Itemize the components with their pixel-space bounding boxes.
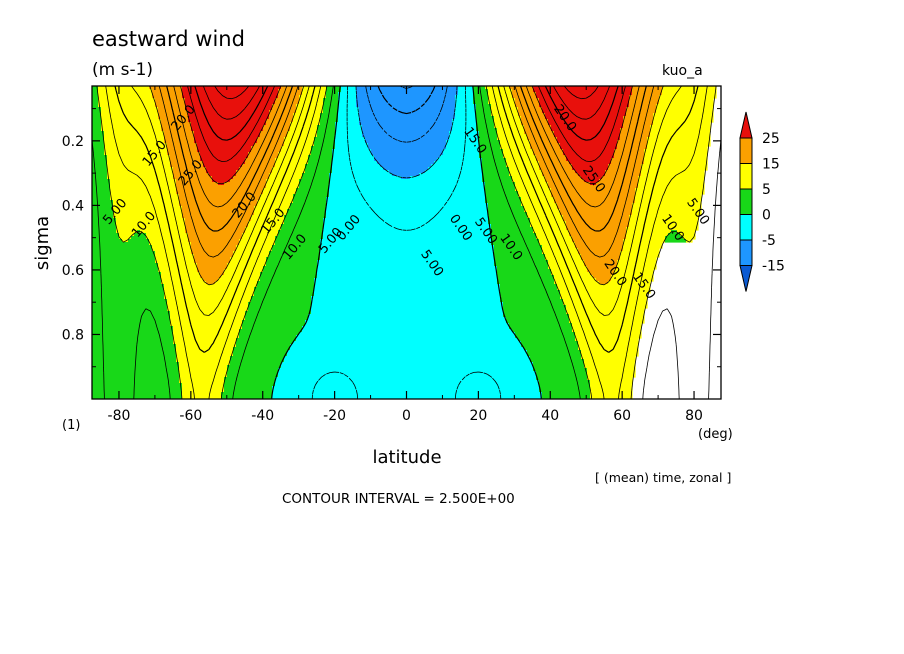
axes: -80 -60 -40 -20 0 20 40 60 80 0.2 0.4 0.6 0.8 (62, 86, 721, 424)
contour-line (194, 86, 619, 141)
x-tick-label: 0 (402, 408, 411, 424)
y-tick-label: 0.6 (62, 263, 84, 279)
x-tick-label: -40 (251, 408, 274, 424)
x-tick-label: 60 (613, 408, 631, 424)
colorbar-label: 0 (762, 208, 771, 224)
colorbar-segment (739, 163, 753, 190)
chart-title: eastward wind (92, 27, 245, 51)
contour-interval-note: CONTOUR INTERVAL = 2.500E+00 (282, 491, 515, 507)
contour-line (105, 86, 708, 399)
contour-line (149, 86, 664, 286)
colorbar-label: 5 (762, 182, 771, 198)
contour-line (96, 86, 717, 399)
colorbar-label: -5 (762, 233, 776, 249)
contour-line (377, 86, 436, 115)
x-tick-label: 80 (685, 408, 703, 424)
y-tick-label: 0.2 (62, 134, 84, 150)
colorbar-segment (739, 239, 753, 266)
colorbar-segment (739, 188, 753, 215)
contour-line (92, 86, 721, 399)
y-axis-marker: (1) (62, 418, 80, 433)
y-axis-title: sigma (32, 216, 53, 270)
contour-line (311, 86, 502, 399)
x-axis-units: (deg) (698, 427, 733, 442)
x-tick-label: 40 (541, 408, 559, 424)
colorbar-top-arrow (739, 111, 753, 139)
contour-line (166, 86, 647, 232)
chart-units: (m s-1) (92, 60, 153, 80)
contour-line (187, 86, 626, 162)
colorbar-label: 15 (762, 157, 780, 173)
y-tick-label: 0.4 (62, 198, 84, 214)
contour-line (365, 86, 448, 143)
colorbar-segment (739, 214, 753, 241)
colorbar-bottom-arrow (739, 265, 753, 292)
averaging-note: [ (mean) time, zonal ] (595, 470, 731, 485)
contour-line (271, 86, 542, 399)
x-tick-label: 20 (469, 408, 487, 424)
x-tick-label: -60 (179, 408, 202, 424)
x-tick-label: -80 (108, 408, 131, 424)
color-legend: 25 15 5 0 -5 -15 (739, 111, 785, 292)
contour-line (173, 86, 640, 208)
colorbar-label: -15 (762, 259, 785, 275)
contour-line (203, 86, 610, 120)
contour-lines (92, 86, 721, 399)
colorbar-label: 25 (762, 131, 780, 147)
x-tick-label: -20 (323, 408, 346, 424)
y-tick-label: 0.8 (62, 327, 84, 343)
contour-line (333, 86, 480, 399)
contour-line (114, 86, 699, 353)
run-label: kuo_a (662, 63, 703, 79)
contour-line (214, 86, 599, 100)
colorbar-segment (739, 137, 753, 164)
x-axis-title: latitude (372, 447, 441, 468)
contour-line (180, 86, 633, 185)
